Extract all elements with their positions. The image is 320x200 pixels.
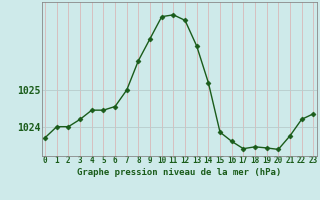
X-axis label: Graphe pression niveau de la mer (hPa): Graphe pression niveau de la mer (hPa) [77,168,281,177]
